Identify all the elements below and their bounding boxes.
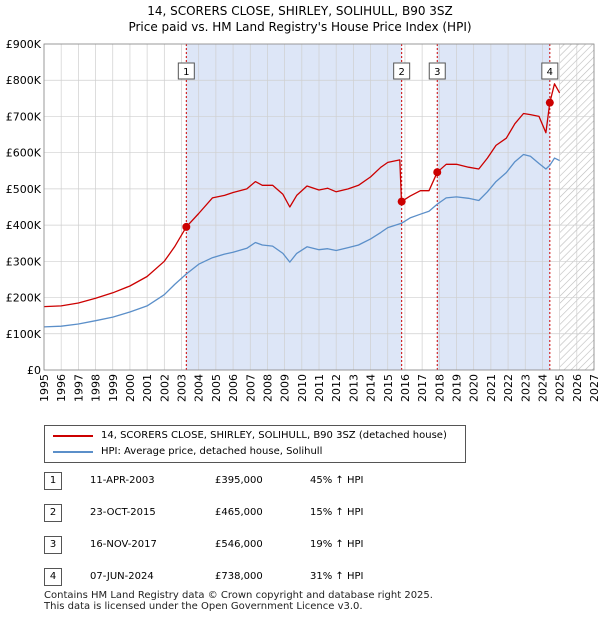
x-tick-label: 2010 (296, 374, 309, 402)
sale-marker-box (177, 62, 195, 80)
y-tick-label: £500K (6, 183, 42, 196)
legend-swatch-hpi (53, 451, 93, 453)
sale-price: £546,000 (215, 539, 263, 550)
sale-date: 11-APR-2003 (90, 475, 155, 486)
ownership-shade (186, 44, 402, 370)
x-tick-label: 2004 (193, 374, 206, 402)
sale-date: 07-JUN-2024 (90, 571, 154, 582)
sale-number-badge: 4 (44, 568, 62, 586)
x-tick-label: 1997 (72, 374, 85, 402)
x-tick-label: 2014 (365, 374, 378, 402)
x-tick-label: 2013 (347, 374, 360, 402)
sale-hpi-change: 31% ↑ HPI (310, 571, 364, 582)
price-chart: 1 2 3 4 £0 £100K £200K £300K £400K £500K £600K £70… (6, 38, 600, 402)
sale-hpi-change: 19% ↑ HPI (310, 539, 364, 550)
x-tick-label: 2006 (227, 374, 240, 402)
sale-row: 2 23-OCT-2015 £465,000 15% ↑ HPI (44, 503, 584, 523)
sale-marker-box (541, 62, 559, 80)
sale-hpi-change: 15% ↑ HPI (310, 507, 364, 518)
x-tick-label: 2005 (210, 374, 223, 402)
x-tick-label: 2019 (451, 374, 464, 402)
y-tick-label: £300K (6, 255, 42, 268)
x-tick-label: 2018 (433, 374, 446, 402)
y-tick-label: £600K (6, 147, 42, 160)
x-tick-label: 2002 (158, 374, 171, 402)
footer-licence: This data is licensed under the Open Gov… (44, 601, 363, 612)
x-tick-label: 2017 (416, 374, 429, 402)
x-tick-label: 2001 (141, 374, 154, 402)
sale-row: 3 16-NOV-2017 £546,000 19% ↑ HPI (44, 535, 584, 555)
x-tick-label: 2012 (330, 374, 343, 402)
x-tick-label: 2027 (588, 374, 600, 402)
footer: Contains HM Land Registry data © Crown c… (44, 590, 433, 612)
x-tick-label: 2008 (261, 374, 274, 402)
sale-point (545, 98, 554, 107)
x-tick-label: 2011 (313, 374, 326, 402)
sale-marker-box (428, 62, 446, 80)
chart-legend: 14, SCORERS CLOSE, SHIRLEY, SOLIHULL, B9… (44, 425, 466, 463)
x-tick-label: 2016 (399, 374, 412, 402)
plot-frame (43, 43, 595, 371)
y-tick-label: £800K (6, 74, 42, 87)
sale-number-badge: 1 (44, 472, 62, 490)
footer-copyright: Contains HM Land Registry data © Crown c… (44, 590, 433, 601)
y-tick-label: £200K (6, 292, 42, 305)
x-tick-label: 2023 (519, 374, 532, 402)
sale-point (182, 222, 191, 231)
sale-price: £465,000 (215, 507, 263, 518)
x-tick-label: 1996 (55, 374, 68, 402)
sale-number-badge: 2 (44, 504, 62, 522)
y-tick-label: £400K (6, 219, 42, 232)
ownership-shade (437, 44, 550, 370)
x-tick-label: 2025 (554, 374, 567, 402)
sale-row: 4 07-JUN-2024 £738,000 31% ↑ HPI (44, 567, 584, 587)
chart-title: 14, SCORERS CLOSE, SHIRLEY, SOLIHULL, B9… (147, 4, 453, 18)
sale-price: £738,000 (215, 571, 263, 582)
chart-title-block: 14, SCORERS CLOSE, SHIRLEY, SOLIHULL, B9… (0, 3, 600, 35)
x-tick-label: 2022 (502, 374, 515, 402)
y-tick-label: £100K (6, 328, 42, 341)
legend-label-property: 14, SCORERS CLOSE, SHIRLEY, SOLIHULL, B9… (101, 430, 447, 441)
x-tick-label: 2020 (468, 374, 481, 402)
sale-date: 16-NOV-2017 (90, 539, 157, 550)
x-tick-label: 2021 (485, 374, 498, 402)
sale-date: 23-OCT-2015 (90, 507, 156, 518)
x-tick-label: 1995 (38, 374, 51, 402)
hpi-line (43, 153, 560, 328)
sale-marker-label: 2 (398, 67, 404, 78)
sale-marker-label: 4 (547, 67, 553, 78)
x-tick-label: 2024 (536, 374, 549, 402)
property-price-line (43, 83, 561, 308)
x-tick-label: 1999 (107, 374, 120, 402)
x-tick-label: 2003 (176, 374, 189, 402)
x-tick-label: 2026 (571, 374, 584, 402)
sale-price: £395,000 (215, 475, 263, 486)
sale-number-badge: 3 (44, 536, 62, 554)
sale-point (397, 197, 406, 206)
sale-point (433, 168, 442, 177)
y-tick-label: £900K (6, 38, 42, 51)
y-tick-label: £700K (6, 110, 42, 123)
legend-swatch-property (53, 435, 93, 437)
x-tick-label: 1998 (90, 374, 103, 402)
sale-marker-label: 1 (183, 67, 189, 78)
x-tick-label: 2015 (382, 374, 395, 402)
sale-hpi-change: 45% ↑ HPI (310, 475, 364, 486)
legend-label-hpi: HPI: Average price, detached house, Soli… (101, 446, 323, 457)
y-tick-label: £0 (27, 364, 41, 377)
x-tick-label: 2009 (279, 374, 292, 402)
x-tick-label: 2000 (124, 374, 137, 402)
sale-marker-box (393, 62, 411, 80)
x-tick-label: 2007 (244, 374, 257, 402)
sale-marker-label: 3 (434, 67, 440, 78)
chart-subtitle: Price paid vs. HM Land Registry's House … (128, 20, 472, 34)
sale-row: 1 11-APR-2003 £395,000 45% ↑ HPI (44, 471, 584, 491)
